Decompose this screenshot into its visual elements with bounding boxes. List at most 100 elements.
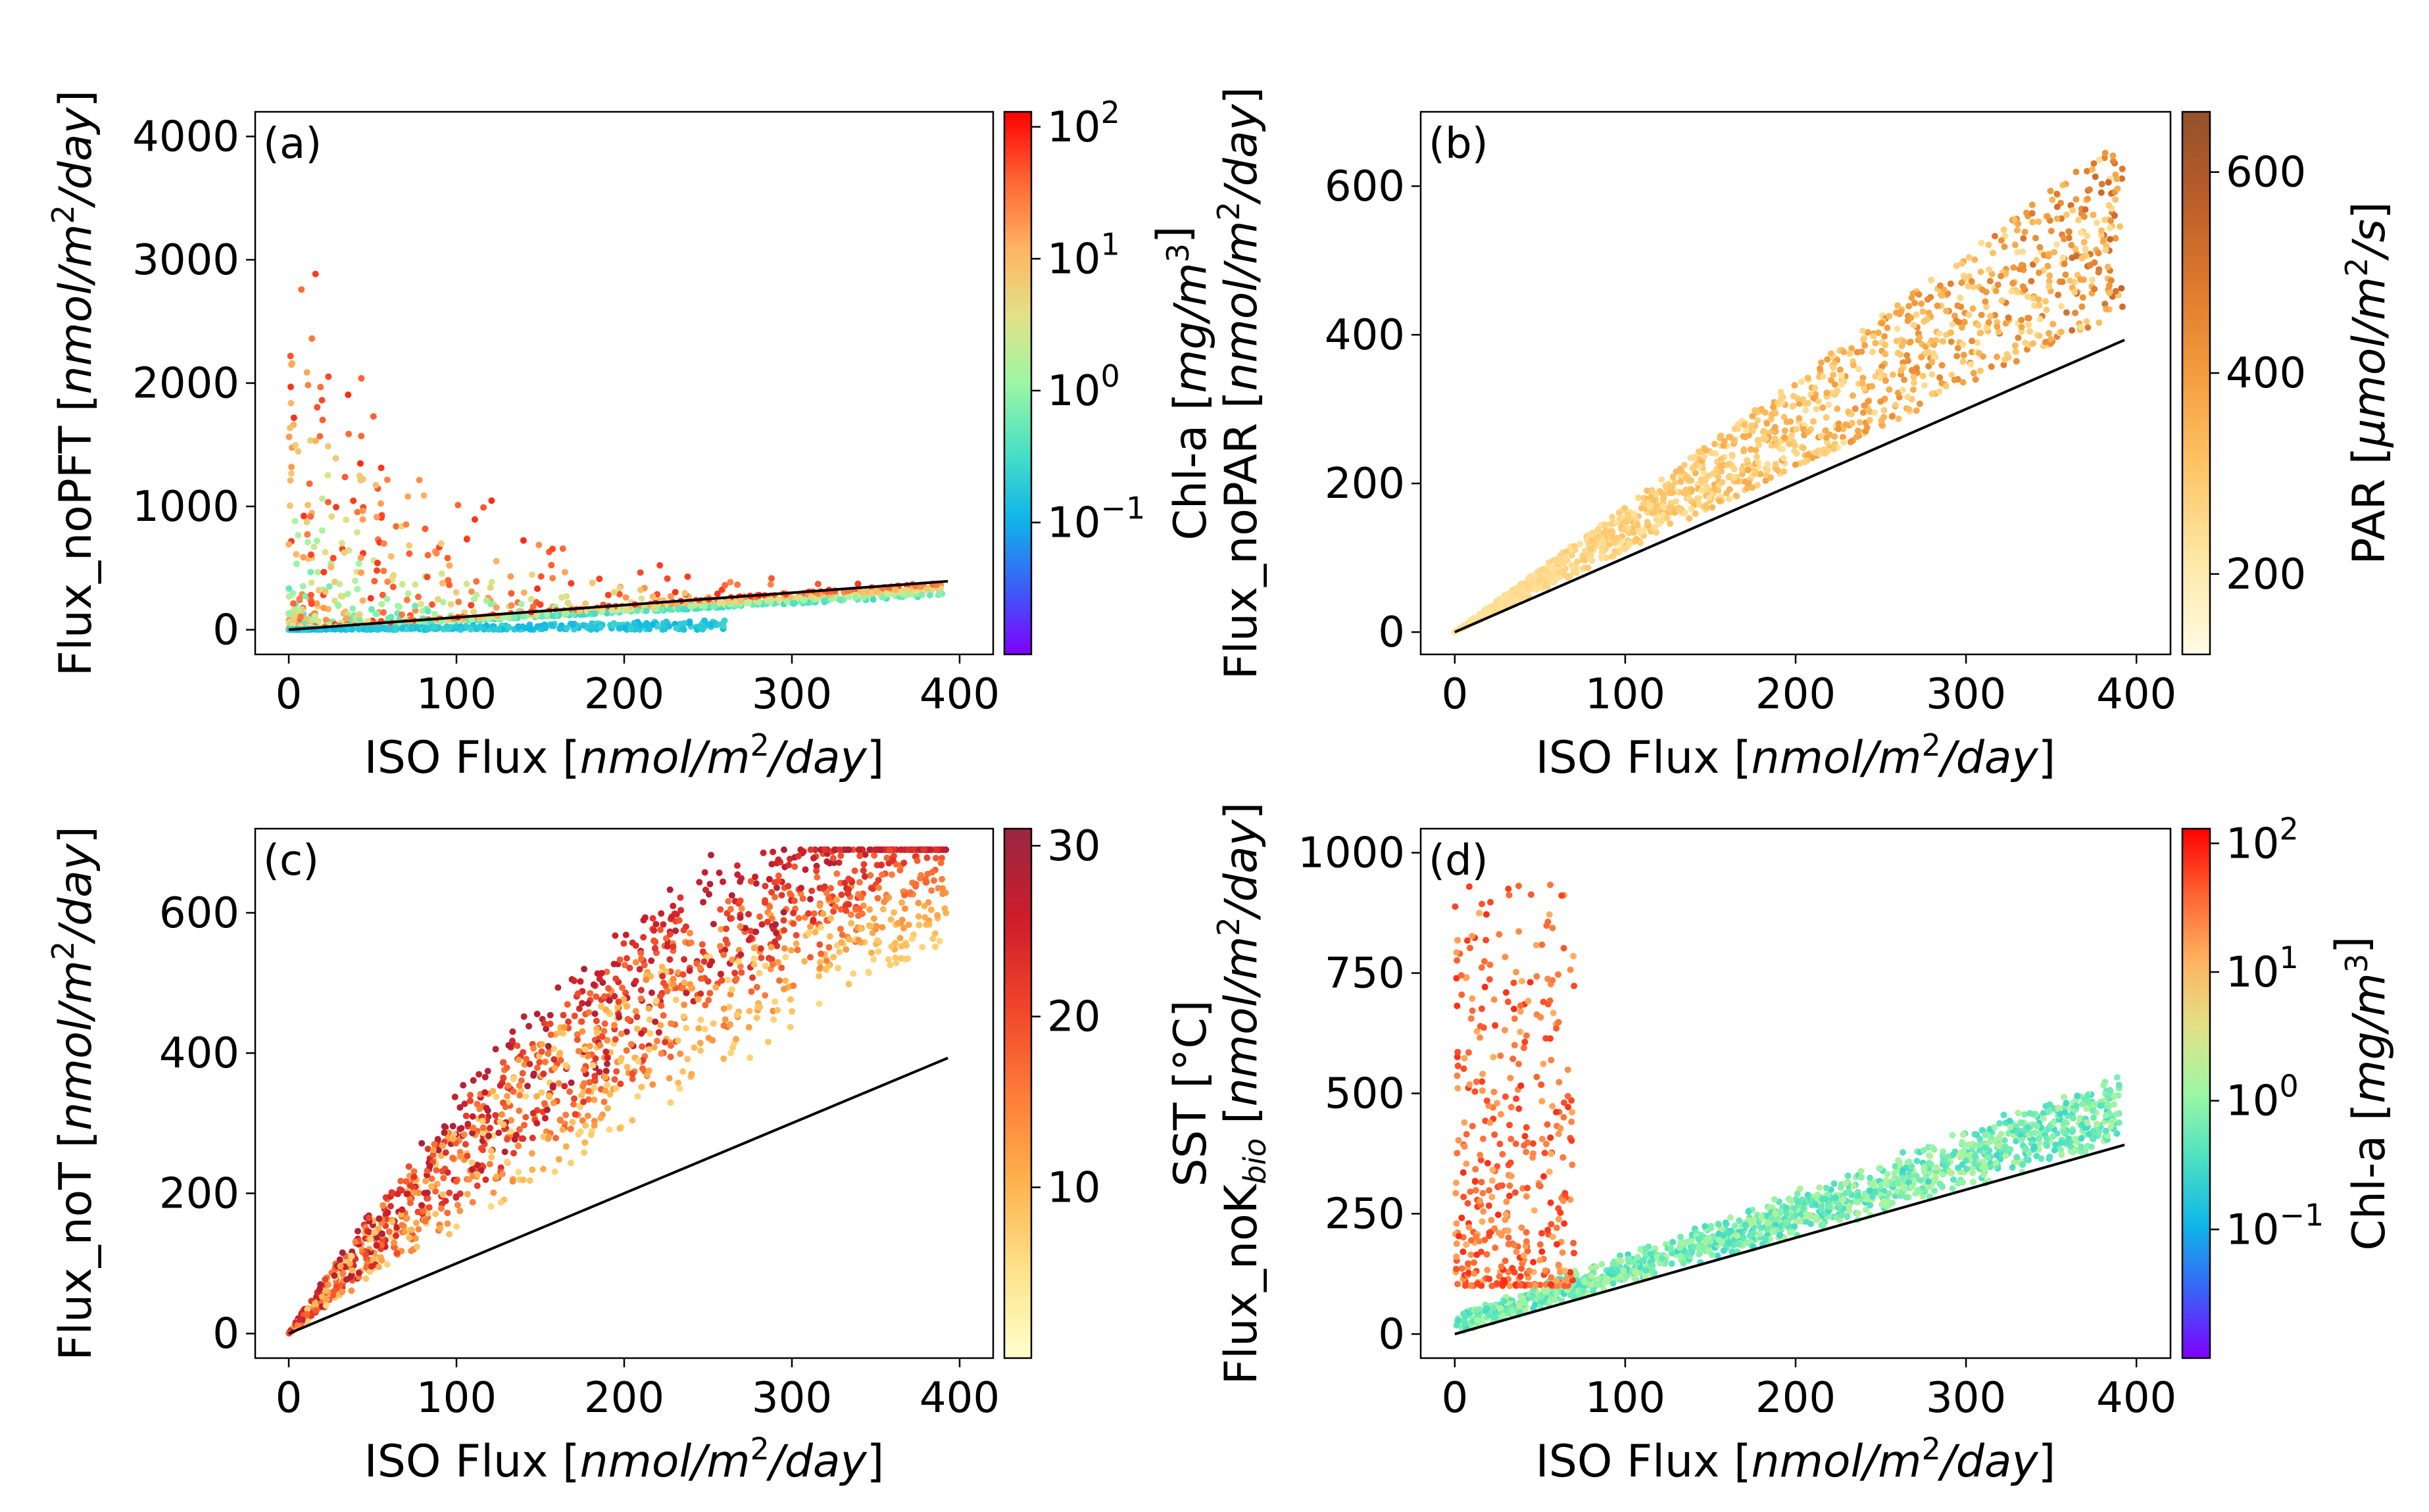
- data-point: [659, 973, 666, 980]
- data-point: [563, 593, 570, 600]
- data-point: [790, 910, 797, 917]
- data-point: [545, 1134, 552, 1141]
- data-point: [1604, 527, 1611, 535]
- data-point: [1965, 311, 1973, 318]
- data-point: [629, 1075, 636, 1083]
- data-point: [449, 1136, 456, 1142]
- data-point: [287, 400, 295, 406]
- data-point: [493, 1173, 500, 1181]
- data-point: [308, 579, 315, 586]
- data-point: [2098, 232, 2105, 239]
- data-point: [511, 614, 518, 621]
- data-point: [1810, 395, 1817, 402]
- data-point: [439, 598, 447, 606]
- data-point: [585, 1009, 593, 1016]
- data-point: [299, 583, 307, 590]
- x-axis-label: ISO Flux [nmol/m2/day]: [1536, 727, 2056, 784]
- data-point: [1602, 522, 1609, 529]
- data-point: [403, 597, 410, 604]
- data-point: [499, 1171, 506, 1177]
- data-point: [1864, 329, 1871, 336]
- data-point: [2084, 168, 2090, 175]
- data-point: [535, 541, 543, 549]
- data-point: [2098, 189, 2105, 196]
- data-point: [1958, 279, 1965, 286]
- data-point: [322, 1276, 329, 1283]
- data-point: [591, 1122, 598, 1129]
- data-point: [1705, 494, 1713, 501]
- data-point: [312, 1307, 320, 1314]
- data-point: [728, 915, 735, 922]
- data-point: [806, 923, 814, 930]
- data-point: [639, 1043, 646, 1050]
- data-point: [604, 1036, 611, 1044]
- data-point: [352, 577, 358, 585]
- data-point: [1994, 281, 2001, 288]
- data-point: [925, 899, 932, 906]
- data-point: [617, 1081, 624, 1087]
- data-point: [1975, 322, 1982, 329]
- data-point: [681, 620, 688, 627]
- data-point: [341, 549, 348, 556]
- data-point: [1913, 407, 1920, 414]
- data-point: [533, 1010, 541, 1017]
- data-point: [1911, 299, 1918, 306]
- y-axis-label: Flux_noPFT [nmol/m2/day]: [45, 90, 102, 676]
- data-point: [822, 965, 829, 973]
- data-point: [770, 1016, 777, 1023]
- data-point: [2098, 180, 2105, 187]
- data-point: [720, 951, 727, 958]
- data-point: [1850, 362, 1857, 369]
- data-point: [767, 598, 774, 605]
- data-point: [1900, 338, 1907, 345]
- data-point: [810, 910, 818, 917]
- data-point: [510, 1075, 517, 1083]
- data-point: [2015, 220, 2022, 228]
- data-point: [837, 906, 845, 913]
- data-point: [414, 1208, 422, 1215]
- data-point: [686, 620, 693, 627]
- data-point: [935, 590, 943, 597]
- data-point: [706, 990, 714, 997]
- data-point: [495, 626, 503, 633]
- data-point: [656, 562, 664, 569]
- axes-frame: [254, 110, 994, 656]
- data-point: [1686, 515, 1693, 522]
- data-point: [650, 603, 658, 610]
- data-point: [788, 892, 795, 899]
- data-point: [376, 1215, 383, 1222]
- data-point: [1978, 311, 1985, 318]
- data-point: [1668, 1260, 1675, 1267]
- data-point: [1770, 403, 1777, 410]
- data-point: [330, 554, 337, 562]
- data-point: [354, 585, 361, 593]
- data-point: [1638, 504, 1645, 512]
- data-point: [2100, 237, 2107, 244]
- data-point: [503, 1064, 510, 1071]
- data-point: [1568, 552, 1575, 559]
- data-point: [725, 898, 732, 905]
- data-point: [1817, 365, 1823, 372]
- data-point: [385, 615, 392, 622]
- data-point: [1649, 488, 1656, 495]
- scatter-points: [1452, 881, 2122, 1334]
- data-point: [352, 1238, 359, 1246]
- data-point: [1804, 400, 1811, 406]
- panel-label: (c): [263, 837, 319, 885]
- data-point: [1548, 564, 1555, 572]
- data-point: [1800, 445, 1807, 452]
- data-point: [2105, 202, 2113, 209]
- data-point: [756, 969, 763, 977]
- data-point: [2047, 187, 2054, 195]
- data-point: [623, 1028, 630, 1035]
- data-point: [1717, 462, 1724, 470]
- data-point: [1911, 379, 1917, 386]
- data-point: [1823, 414, 1830, 421]
- data-point: [437, 1152, 445, 1159]
- data-point: [875, 948, 882, 955]
- colorbar-tick-label: 100: [1047, 358, 1120, 416]
- data-point: [1982, 298, 1989, 305]
- data-point: [725, 977, 731, 984]
- data-point: [737, 878, 744, 885]
- data-point: [591, 1096, 598, 1104]
